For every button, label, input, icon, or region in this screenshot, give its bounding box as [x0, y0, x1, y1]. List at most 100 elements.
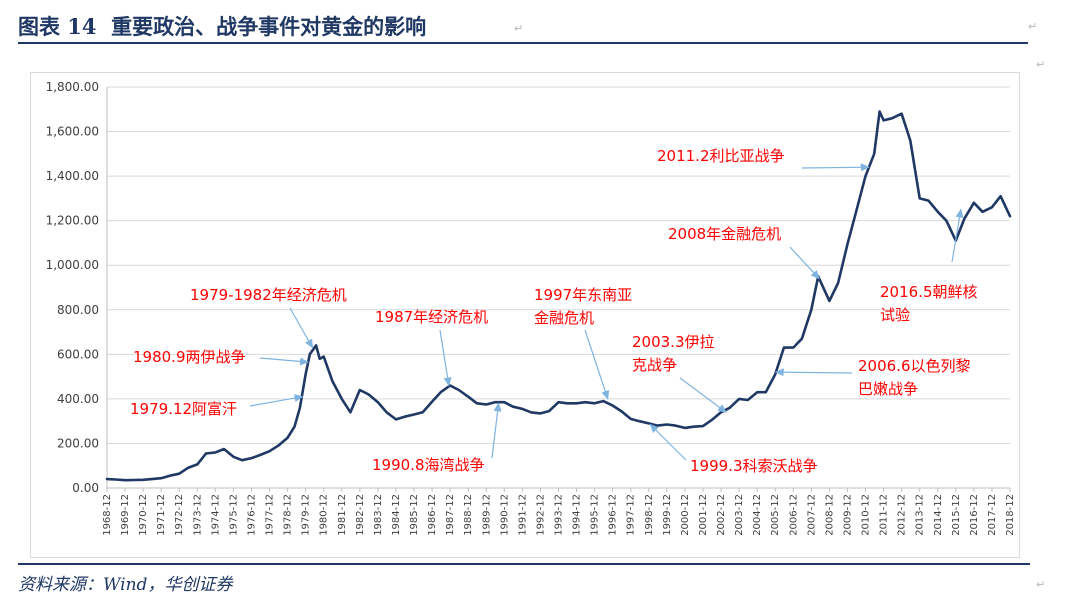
y-tick-label: 800.00	[57, 303, 99, 317]
x-tick-label: 1980-12	[319, 494, 330, 536]
annotation-label: 1979.12阿富汗	[130, 400, 237, 418]
annotation-arrow	[491, 402, 502, 459]
x-tick-label: 1998-12	[644, 494, 655, 536]
y-tick-label: 1,200.00	[46, 214, 99, 228]
x-tick-label: 1983-12	[373, 494, 384, 536]
y-tick-label: 0.00	[72, 481, 99, 495]
x-tick-label: 2009-12	[842, 494, 853, 536]
x-tick-label: 1992-12	[535, 494, 546, 536]
x-tick-label: 1985-12	[409, 494, 420, 536]
chart-frame	[30, 72, 1020, 558]
annotation-label: 2011.2利比亚战争	[657, 147, 785, 165]
annotation-arrow	[584, 329, 610, 400]
x-tick-label: 1996-12	[608, 494, 619, 536]
annotation-label: 2016.5朝鲜核	[880, 283, 978, 301]
x-tick-label: 2018-12	[1005, 494, 1016, 536]
y-tick-label: 400.00	[57, 392, 99, 406]
x-tick-label: 2007-12	[806, 494, 817, 536]
x-tick-label: 1982-12	[355, 494, 366, 536]
y-tick-label: 1,800.00	[46, 80, 99, 94]
x-tick-label: 2002-12	[716, 494, 727, 536]
annotation-label: 巴嫩战争	[858, 380, 918, 398]
x-tick-label: 2016-12	[969, 494, 980, 536]
x-tick-label: 2012-12	[897, 494, 908, 536]
annotation-arrow	[439, 329, 452, 387]
figure-label: 图表 14	[18, 14, 97, 39]
x-tick-label: 1999-12	[662, 494, 673, 536]
paragraph-mark: ↵	[1036, 578, 1046, 591]
x-tick-label: 1990-12	[499, 494, 510, 536]
x-tick-label: 1976-12	[246, 494, 257, 536]
x-tick-label: 1969-12	[120, 494, 131, 536]
annotation-label: 2006.6以色列黎	[858, 357, 971, 375]
annotation-arrow	[649, 423, 687, 461]
x-tick-label: 2010-12	[861, 494, 872, 536]
x-tick-label: 2005-12	[770, 494, 781, 536]
x-tick-label: 2008-12	[824, 494, 835, 536]
figure-header: 图表 14 重要政治、战争事件对黄金的影响 ↵ ↵	[18, 6, 1037, 44]
x-tick-label: 2013-12	[915, 494, 926, 536]
annotation-label: 2003.3伊拉	[632, 333, 715, 351]
annotation-arrow	[789, 246, 820, 280]
annotation-arrow	[289, 307, 314, 349]
x-tick-label: 1995-12	[590, 494, 601, 536]
figure-title: 图表 14 重要政治、战争事件对黄金的影响	[18, 11, 426, 41]
footer-rule	[18, 563, 1030, 565]
annotation-label: 1979-1982年经济危机	[190, 286, 347, 304]
x-tick-label: 1974-12	[210, 494, 221, 536]
annotation-label: 金融危机	[534, 309, 594, 327]
x-tick-label: 1988-12	[463, 494, 474, 536]
annotation-arrow	[249, 394, 304, 407]
annotation-arrow	[801, 163, 870, 172]
annotation-arrow	[951, 208, 964, 263]
x-tick-label: 1973-12	[192, 494, 203, 536]
x-tick-label: 1997-12	[626, 494, 637, 536]
x-tick-label: 2015-12	[951, 494, 962, 536]
annotation-label: 试验	[880, 306, 910, 324]
x-tick-label: 1987-12	[445, 494, 456, 536]
y-tick-label: 200.00	[57, 436, 99, 450]
x-tick-label: 1972-12	[174, 494, 185, 536]
x-tick-label: 1994-12	[572, 494, 583, 536]
x-tick-label: 1989-12	[481, 494, 492, 536]
annotation-label: 1997年东南亚	[534, 286, 632, 304]
x-tick-label: 2001-12	[698, 494, 709, 536]
x-tick-label: 1968-12	[102, 494, 113, 536]
x-tick-label: 1991-12	[517, 494, 528, 536]
paragraph-mark: ↵	[1028, 20, 1038, 33]
annotation-label: 1999.3科索沃战争	[690, 457, 818, 475]
annotation-arrow	[774, 368, 853, 377]
x-tick-label: 2003-12	[734, 494, 745, 536]
x-tick-label: 1977-12	[265, 494, 276, 536]
y-tick-label: 1,600.00	[46, 125, 99, 139]
x-tick-label: 1981-12	[337, 494, 348, 536]
source-note: 资料来源：Wind，华创证券	[18, 575, 233, 595]
x-tick-label: 2006-12	[788, 494, 799, 536]
x-tick-label: 2004-12	[752, 494, 763, 536]
annotation-label: 1980.9两伊战争	[133, 348, 246, 366]
annotation-arrow	[679, 377, 727, 413]
x-tick-label: 2000-12	[680, 494, 691, 536]
y-tick-label: 1,000.00	[46, 258, 99, 272]
x-tick-label: 1979-12	[301, 494, 312, 536]
paragraph-mark: ↵	[1036, 58, 1046, 71]
x-tick-label: 1984-12	[391, 494, 402, 536]
figure-title-text: 重要政治、战争事件对黄金的影响	[111, 14, 427, 39]
x-tick-label: 2017-12	[987, 494, 998, 536]
annotation-label: 1987年经济危机	[375, 308, 488, 326]
x-tick-label: 1975-12	[228, 494, 239, 536]
x-tick-label: 1970-12	[138, 494, 149, 536]
annotation-label: 1990.8海湾战争	[372, 456, 485, 474]
x-tick-label: 2014-12	[933, 494, 944, 536]
x-tick-label: 1978-12	[283, 494, 294, 536]
x-tick-label: 1971-12	[156, 494, 167, 536]
annotation-label: 克战争	[632, 356, 677, 374]
gold-price-line	[105, 110, 1012, 482]
x-tick-label: 1993-12	[554, 494, 565, 536]
annotation-label: 2008年金融危机	[668, 225, 781, 243]
x-tick-label: 1986-12	[427, 494, 438, 536]
y-tick-label: 1,400.00	[46, 169, 99, 183]
annotation-arrow	[259, 357, 310, 366]
y-tick-label: 600.00	[57, 347, 99, 361]
